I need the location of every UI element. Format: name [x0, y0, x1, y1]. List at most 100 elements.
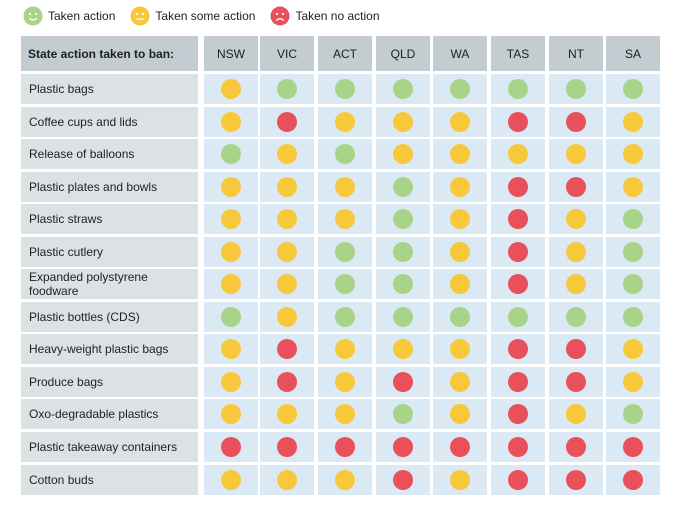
status-dot [393, 307, 413, 327]
table-cell [606, 107, 660, 137]
table-cell [376, 432, 430, 462]
table-cell [549, 204, 603, 234]
table-cell [491, 74, 545, 104]
status-dot [221, 274, 241, 294]
table-cell [376, 465, 430, 495]
status-dot [566, 470, 586, 490]
row-label: Heavy-weight plastic bags [21, 334, 198, 364]
status-dot [221, 112, 241, 132]
table-cell [606, 367, 660, 397]
row-label: Plastic bags [21, 74, 198, 104]
status-dot [335, 404, 355, 424]
table-cell [606, 74, 660, 104]
table-cell [204, 367, 258, 397]
table-cell [491, 432, 545, 462]
table-cell [433, 204, 487, 234]
table-cell [260, 204, 314, 234]
table-cell [549, 172, 603, 202]
column-header-qld: QLD [376, 36, 430, 71]
status-dot [335, 144, 355, 164]
table-cell [204, 139, 258, 169]
status-dot [335, 437, 355, 457]
table-cell [376, 74, 430, 104]
table-cell [433, 107, 487, 137]
row-label: Oxo-degradable plastics [21, 399, 198, 429]
status-dot [508, 437, 528, 457]
column-header-wa: WA [433, 36, 487, 71]
table-cell [204, 204, 258, 234]
table-cell [318, 432, 372, 462]
status-dot [450, 112, 470, 132]
table-cell [433, 172, 487, 202]
table-cell [376, 302, 430, 332]
column-header-nt: NT [549, 36, 603, 71]
status-dot [335, 372, 355, 392]
table-cell [491, 334, 545, 364]
status-dot [221, 404, 241, 424]
status-dot [335, 274, 355, 294]
status-dot [277, 209, 297, 229]
status-dot [277, 470, 297, 490]
status-dot [335, 112, 355, 132]
status-dot [393, 404, 413, 424]
table-cell [204, 432, 258, 462]
table-cell [318, 204, 372, 234]
smiley-face-icon [23, 6, 43, 26]
table-cell [318, 465, 372, 495]
status-dot [221, 242, 241, 262]
table-cell [260, 302, 314, 332]
table-cell [204, 399, 258, 429]
table-cell [549, 269, 603, 299]
table-cell [606, 399, 660, 429]
status-dot [221, 79, 241, 99]
status-dot [450, 274, 470, 294]
table-cell [491, 399, 545, 429]
legend-item: Taken no action [270, 6, 380, 26]
status-dot [450, 307, 470, 327]
status-dot [623, 274, 643, 294]
table-cell [318, 237, 372, 267]
table-cell [376, 107, 430, 137]
legend: Taken action Taken some action Taken no ac… [23, 5, 395, 27]
legend-label: Taken no action [295, 9, 380, 23]
table-cell [204, 237, 258, 267]
status-dot [277, 339, 297, 359]
table-cell [433, 465, 487, 495]
status-dot [221, 144, 241, 164]
status-dot [335, 209, 355, 229]
table-cell [204, 74, 258, 104]
status-dot [335, 177, 355, 197]
table-cell [376, 367, 430, 397]
status-dot [623, 112, 643, 132]
sad-face-icon [270, 6, 290, 26]
status-dot [335, 79, 355, 99]
status-dot [566, 404, 586, 424]
legend-label: Taken action [48, 9, 116, 23]
table-cell [549, 237, 603, 267]
table-cell [433, 139, 487, 169]
status-dot [335, 307, 355, 327]
status-dot [277, 112, 297, 132]
table-cell [549, 302, 603, 332]
status-dot [508, 307, 528, 327]
status-dot [566, 372, 586, 392]
neutral-face-icon [130, 6, 150, 26]
table-cell [433, 334, 487, 364]
status-dot [508, 470, 528, 490]
status-dot [450, 144, 470, 164]
row-label: Coffee cups and lids [21, 107, 198, 137]
status-dot [221, 307, 241, 327]
table-cell [433, 399, 487, 429]
table-cell [376, 204, 430, 234]
status-dot [393, 470, 413, 490]
status-dot [508, 144, 528, 164]
status-dot [277, 404, 297, 424]
table-cell [549, 465, 603, 495]
table-cell [606, 432, 660, 462]
table-cell [260, 367, 314, 397]
table-cell [491, 465, 545, 495]
status-dot [623, 79, 643, 99]
table-cell [204, 465, 258, 495]
table-cell [260, 107, 314, 137]
status-dot [450, 470, 470, 490]
